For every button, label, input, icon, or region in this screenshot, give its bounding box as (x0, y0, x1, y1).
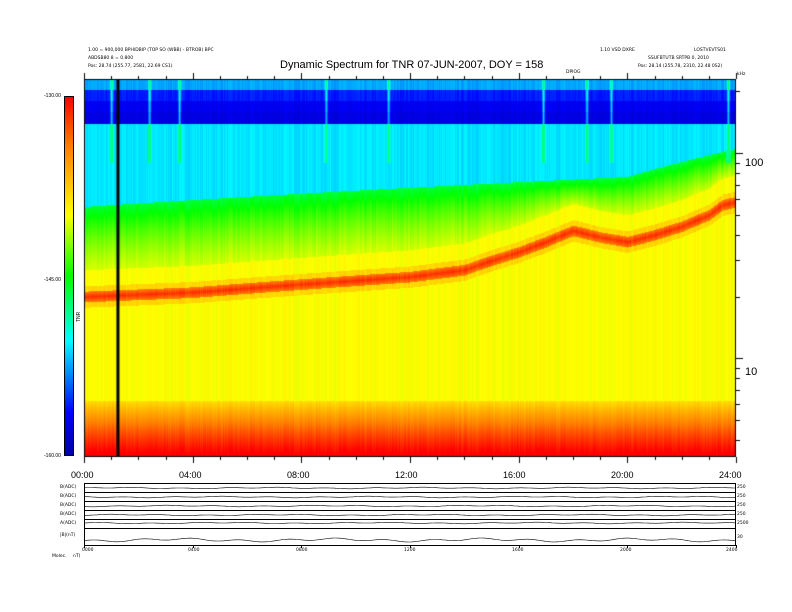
header-sub-label: DPIOG (566, 70, 581, 75)
header-info-right-2: LOSTVEVTS01 (694, 48, 726, 53)
panel-label-1: B(ADC) (60, 485, 77, 490)
x-tick-0400: 04:00 (179, 470, 202, 480)
header-info-left-2: ABDSB80 8 = 0.800 (88, 56, 134, 61)
y-tick-100: 100 (745, 157, 764, 169)
panel-x-tick-1200: 1200 (404, 548, 416, 553)
panel-footer-left: Molec. (52, 554, 67, 559)
header-info-right-3: SSUFBTUTB SRTPB 0, 2010 (648, 56, 709, 61)
panel-scale-2: 250 (737, 494, 746, 499)
panel-trace-4 (84, 513, 737, 517)
panel-trace-1 (84, 486, 736, 490)
chart-title: Dynamic Spectrum for TNR 07-JUN-2007, DO… (280, 59, 544, 71)
panel-scale-6: 30 (737, 535, 743, 540)
panel-x-tick-2400: 2400 (726, 548, 738, 553)
colorbar-tick-bottom: -160.00 (44, 453, 61, 459)
panel-x-tick-2000: 2000 (620, 548, 632, 553)
panel-scale-1: 250 (737, 485, 746, 490)
panel-x-tick-0800: 0800 (296, 548, 308, 553)
header-info-left-3: Pos: 28.74 (255.77, 2581, 22.69 CS1) (88, 64, 173, 69)
panel-footer-right: nT) (73, 554, 81, 559)
panel-scale-3: 250 (737, 503, 746, 508)
x-tick-1200: 12:00 (395, 470, 418, 480)
y-tick-10: 10 (745, 366, 758, 378)
header-info-left-1: 1.00 = 900,000 BPHIDBIP (TOP SO (WBB) - … (88, 48, 214, 53)
colorbar-tick-top: -130.00 (44, 93, 61, 99)
panel-label-3: B(ADC) (60, 503, 77, 508)
panel-scale-5: 2500 (737, 521, 749, 526)
x-tick-0000: 00:00 (71, 470, 94, 480)
header-info-right-1: 1.10 VSD DXRE (600, 48, 635, 53)
panel-label-6: |B|(nT) (60, 533, 76, 538)
x-tick-2000: 20:00 (611, 470, 634, 480)
colorbar (64, 96, 74, 456)
panel-x-tick-0000: 0000 (82, 548, 94, 553)
x-tick-2400: 24:00 (719, 470, 742, 480)
panel-x-tick-0400: 0400 (188, 548, 200, 553)
corner-unit-label: kHz (737, 72, 746, 77)
panel-scale-4: 250 (737, 512, 746, 517)
x-tick-1600: 16:00 (503, 470, 526, 480)
x-tick-0800: 08:00 (287, 470, 310, 480)
colorbar-label: TNR (76, 311, 82, 322)
panel-label-5: A(ADC) (60, 521, 77, 526)
panel-trace-6 (83, 537, 737, 543)
panel-label-4: B(ADC) (60, 512, 77, 517)
panel-trace-2 (83, 495, 737, 499)
panel-trace-5 (84, 521, 737, 525)
header-info-right-4: Pos: 28.14 (255.78, 2310, 22.48 0S2) (638, 64, 723, 69)
colorbar-tick-mid: -145.00 (44, 277, 61, 283)
panel-trace-3 (83, 504, 737, 508)
panel-x-tick-1600: 1600 (512, 548, 524, 553)
panel-label-2: B(ADC) (60, 494, 77, 499)
